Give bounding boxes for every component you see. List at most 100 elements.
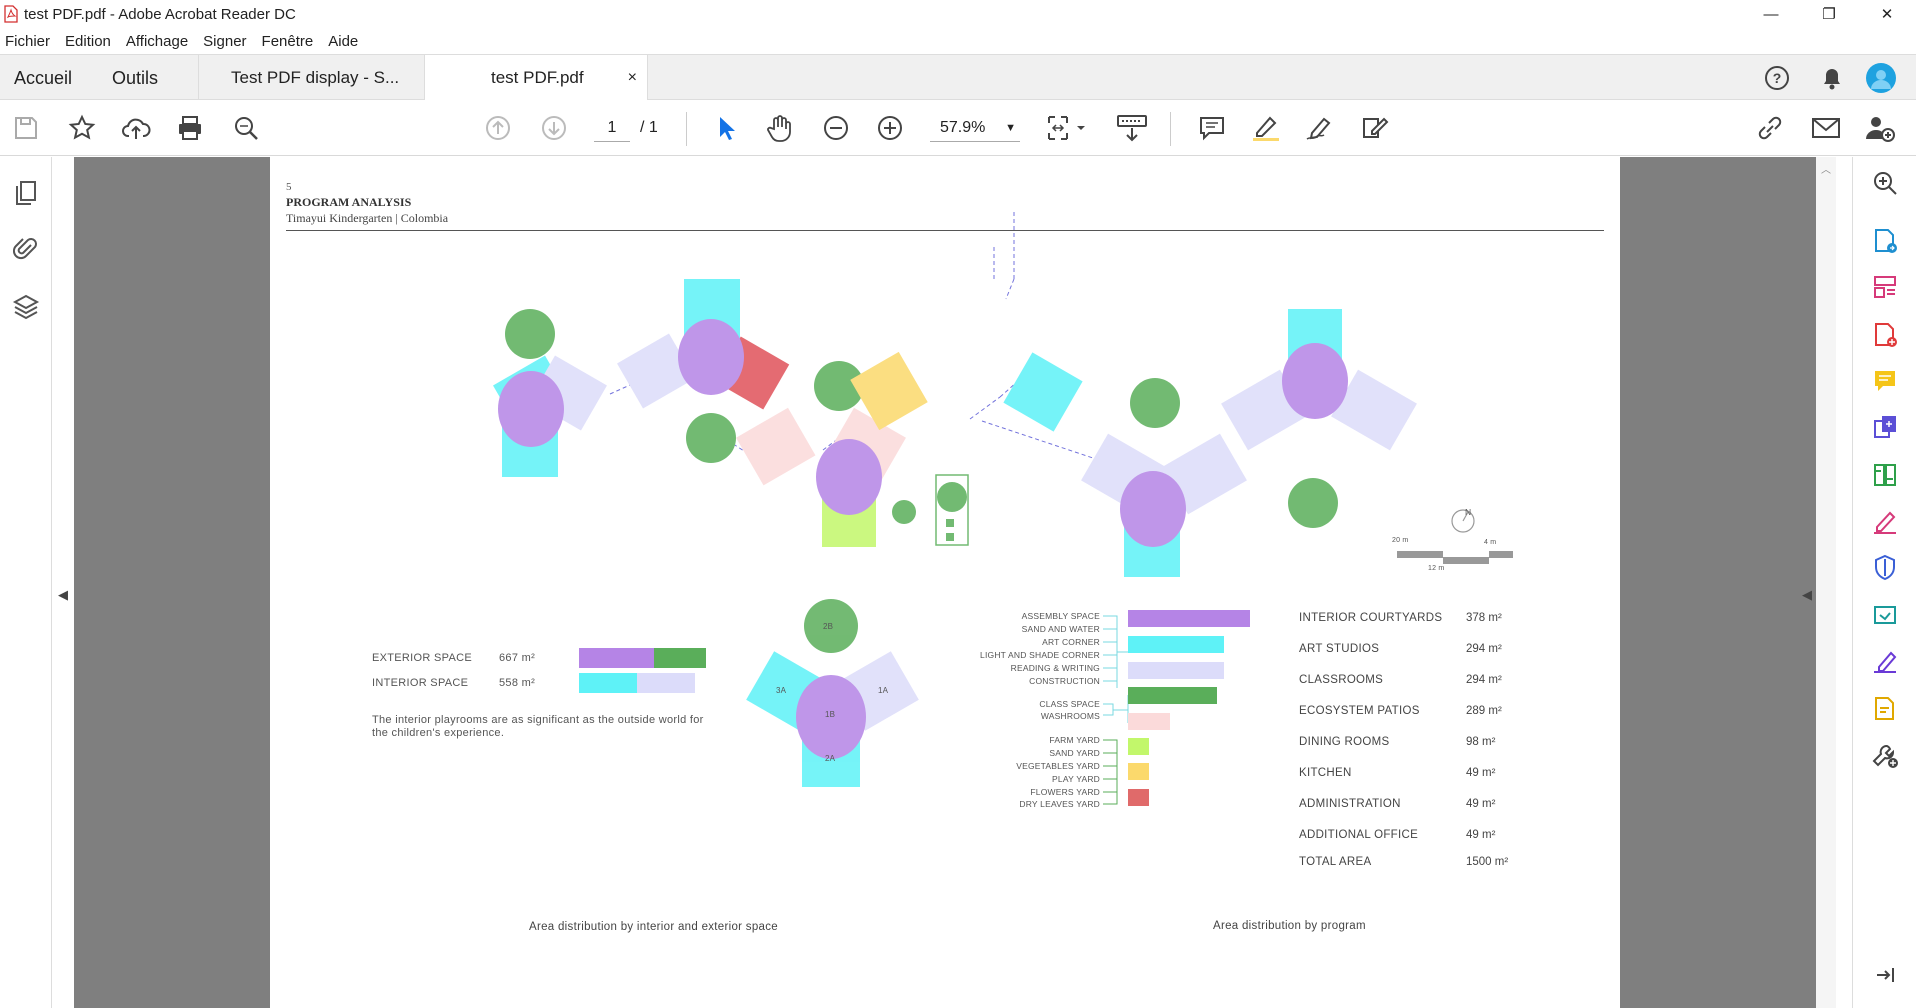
viewer-background-left <box>74 157 270 1008</box>
previous-page-button[interactable] <box>480 110 516 146</box>
collapse-tools-button[interactable] <box>1867 957 1903 993</box>
cursor-arrow-icon <box>720 117 735 140</box>
svg-text:?: ? <box>1773 70 1782 86</box>
compare-files-button[interactable] <box>1867 457 1903 493</box>
find-button[interactable] <box>228 110 264 146</box>
caption-program: Area distribution by program <box>1213 920 1366 932</box>
vertical-scrollbar[interactable]: ︿ <box>1816 157 1836 1008</box>
tab-test-pdf-display[interactable]: Test PDF display - S... <box>198 55 424 101</box>
zoom-search-button[interactable] <box>1867 165 1903 201</box>
collapse-left-panel-icon[interactable]: ◀ <box>58 587 68 602</box>
share-link-button[interactable] <box>1752 110 1788 146</box>
window-title: test PDF.pdf - Adobe Acrobat Reader DC <box>24 5 296 23</box>
close-window-button[interactable]: ✕ <box>1880 6 1894 23</box>
fill-sign-tool-button[interactable] <box>1867 503 1903 539</box>
sign-button[interactable] <box>1302 110 1338 146</box>
exterior-space-label: EXTERIOR SPACE <box>372 652 472 664</box>
save-button[interactable] <box>8 110 44 146</box>
more-tools-button[interactable] <box>1867 737 1903 773</box>
layers-button[interactable] <box>8 289 44 325</box>
page-fit-button[interactable] <box>1044 110 1090 146</box>
search-icon <box>235 117 258 140</box>
edit-document-icon <box>1363 117 1389 138</box>
program-row-value: 294 m² <box>1466 674 1502 686</box>
document-edit-icon <box>1875 697 1894 720</box>
page-total: / 1 <box>640 119 658 136</box>
program-row-label: KITCHEN <box>1299 767 1352 779</box>
hand-tool-button[interactable] <box>762 110 798 146</box>
pages-icon <box>16 181 36 205</box>
comment-tool-button[interactable] <box>1867 363 1903 399</box>
unit-label: 2B <box>823 622 834 631</box>
zoom-in-button[interactable] <box>872 110 908 146</box>
highlight-button[interactable] <box>1248 110 1284 146</box>
keyboard-scroll-icon <box>1117 115 1147 142</box>
page-thumbnails-button[interactable] <box>8 175 44 211</box>
zoom-level-select[interactable]: 57.9% ▼ <box>930 114 1020 142</box>
left-navigation-panel <box>0 157 52 1008</box>
scan-ocr-button[interactable] <box>1867 691 1903 727</box>
email-button[interactable] <box>1808 110 1844 146</box>
scroll-mode-button[interactable] <box>1112 110 1152 146</box>
menu-fenetre[interactable]: Fenêtre <box>261 32 314 50</box>
wrench-plus-icon <box>1872 745 1898 768</box>
program-sub-label: FARM YARD <box>1049 735 1100 745</box>
organize-pages-icon <box>1874 276 1896 298</box>
request-signature-button[interactable] <box>1867 643 1903 679</box>
tab-test-pdf[interactable]: test PDF.pdf × <box>424 55 648 101</box>
program-sub-label: SAND YARD <box>1049 748 1100 758</box>
collapse-right-panel-icon[interactable]: ◀ <box>1802 587 1812 602</box>
interior-space-value: 558 m² <box>499 677 536 689</box>
page-number-input[interactable]: 1 <box>594 114 630 142</box>
create-pdf-button[interactable] <box>1867 317 1903 353</box>
tab-close-button[interactable]: × <box>627 69 637 86</box>
north-label: N <box>1465 507 1472 517</box>
unit-label: 1B <box>825 710 836 719</box>
combine-files-button[interactable] <box>1867 409 1903 445</box>
print-button[interactable] <box>172 110 208 146</box>
scroll-up-icon[interactable]: ︿ <box>1821 165 1831 176</box>
person-add-icon <box>1866 117 1895 142</box>
interior-space-label: INTERIOR SPACE <box>372 677 469 689</box>
account-button[interactable] <box>1866 55 1896 101</box>
help-button[interactable]: ? <box>1764 55 1790 101</box>
menu-edition[interactable]: Edition <box>65 32 111 50</box>
menu-bar: Fichier Edition Affichage Signer Fenêtre… <box>0 28 1916 54</box>
arrow-right-bar-icon <box>1877 968 1894 982</box>
restore-button[interactable]: ❐ <box>1822 6 1836 23</box>
zoom-level-value: 57.9% <box>940 119 986 136</box>
organize-pages-button[interactable] <box>1867 269 1903 305</box>
send-for-review-button[interactable] <box>1867 597 1903 633</box>
program-sub-label: CLASS SPACE <box>1039 699 1100 709</box>
fill-sign-button[interactable] <box>1356 110 1392 146</box>
program-row-value: 1500 m² <box>1466 856 1509 868</box>
protect-button[interactable] <box>1867 549 1903 585</box>
bookmark-button[interactable] <box>64 110 100 146</box>
title-bar: test PDF.pdf - Adobe Acrobat Reader DC —… <box>0 0 1916 28</box>
menu-fichier[interactable]: Fichier <box>5 32 51 50</box>
avatar <box>1866 63 1896 93</box>
program-row-label: TOTAL AREA <box>1299 856 1372 868</box>
next-page-button[interactable] <box>536 110 572 146</box>
menu-aide[interactable]: Aide <box>328 32 359 50</box>
select-tool-button[interactable] <box>708 110 744 146</box>
menu-signer[interactable]: Signer <box>203 32 247 50</box>
program-sub-label: READING & WRITING <box>1010 663 1100 673</box>
menu-affichage[interactable]: Affichage <box>125 32 189 50</box>
export-pdf-button[interactable] <box>1867 223 1903 259</box>
combine-files-icon <box>1874 416 1896 438</box>
comment-button[interactable] <box>1194 110 1230 146</box>
arrow-down-circle-icon <box>542 116 566 140</box>
program-row-value: 49 m² <box>1466 767 1496 779</box>
zoom-out-button[interactable] <box>818 110 854 146</box>
attachments-button[interactable] <box>8 231 44 267</box>
minimize-button[interactable]: — <box>1763 5 1779 23</box>
arrow-up-circle-icon <box>486 116 510 140</box>
add-person-button[interactable] <box>1862 110 1898 146</box>
tab-accueil[interactable]: Accueil <box>14 67 73 88</box>
caption-interior-exterior: Area distribution by interior and exteri… <box>529 921 778 933</box>
upload-button[interactable] <box>118 110 154 146</box>
tab-outils[interactable]: Outils <box>112 67 159 88</box>
notifications-button[interactable] <box>1820 55 1844 101</box>
program-sub-label: WASHROOMS <box>1040 711 1100 721</box>
